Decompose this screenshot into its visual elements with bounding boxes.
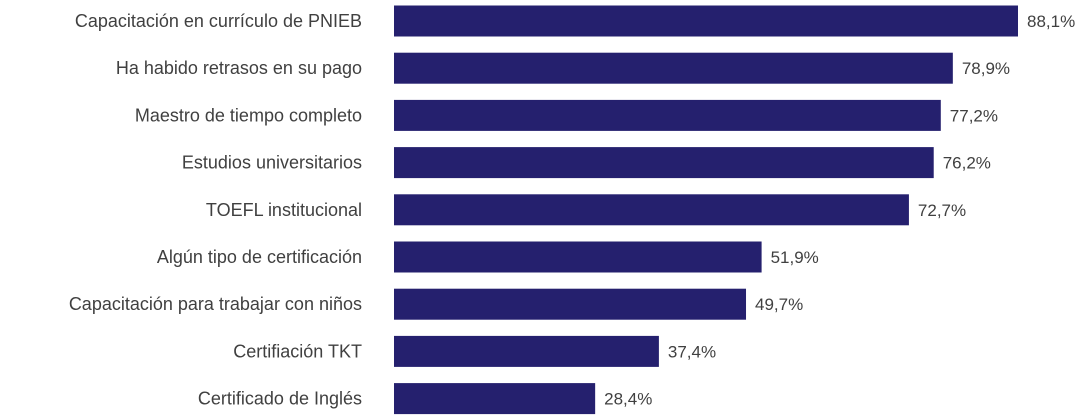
bar (394, 241, 762, 273)
value-label: 37,4% (668, 342, 716, 361)
category-label: TOEFL institucional (206, 200, 362, 220)
category-label: Certifiación TKT (233, 341, 362, 361)
bar (394, 52, 953, 84)
bar (394, 5, 1018, 37)
bar (394, 335, 659, 367)
value-label: 28,4% (604, 390, 652, 409)
category-label: Estudios universitarios (182, 153, 362, 173)
value-label: 78,9% (962, 59, 1010, 78)
bar (394, 194, 909, 226)
category-label: Algún tipo de certificación (157, 247, 362, 267)
category-label: Ha habido retrasos en su pago (116, 58, 362, 78)
bar (394, 288, 747, 320)
value-label: 76,2% (943, 154, 991, 173)
category-label: Capacitación para trabajar con niños (69, 294, 362, 314)
value-label: 51,9% (771, 248, 819, 267)
category-label: Capacitación en currículo de PNIEB (75, 11, 362, 31)
value-label: 49,7% (755, 295, 803, 314)
value-label: 77,2% (950, 106, 998, 125)
bar (394, 383, 596, 415)
value-label: 88,1% (1027, 12, 1075, 31)
bar (394, 147, 934, 179)
category-label: Maestro de tiempo completo (135, 105, 362, 125)
bars (394, 5, 1018, 415)
bar (394, 99, 941, 131)
value-label: 72,7% (918, 201, 966, 220)
category-labels: Capacitación en currículo de PNIEB Ha hab… (69, 11, 362, 409)
category-label: Certificado de Inglés (198, 389, 362, 409)
value-labels: 88,1% 78,9% 77,2% 76,2% 72,7% 51,9% 49,7% 37,4%… (604, 12, 1075, 409)
